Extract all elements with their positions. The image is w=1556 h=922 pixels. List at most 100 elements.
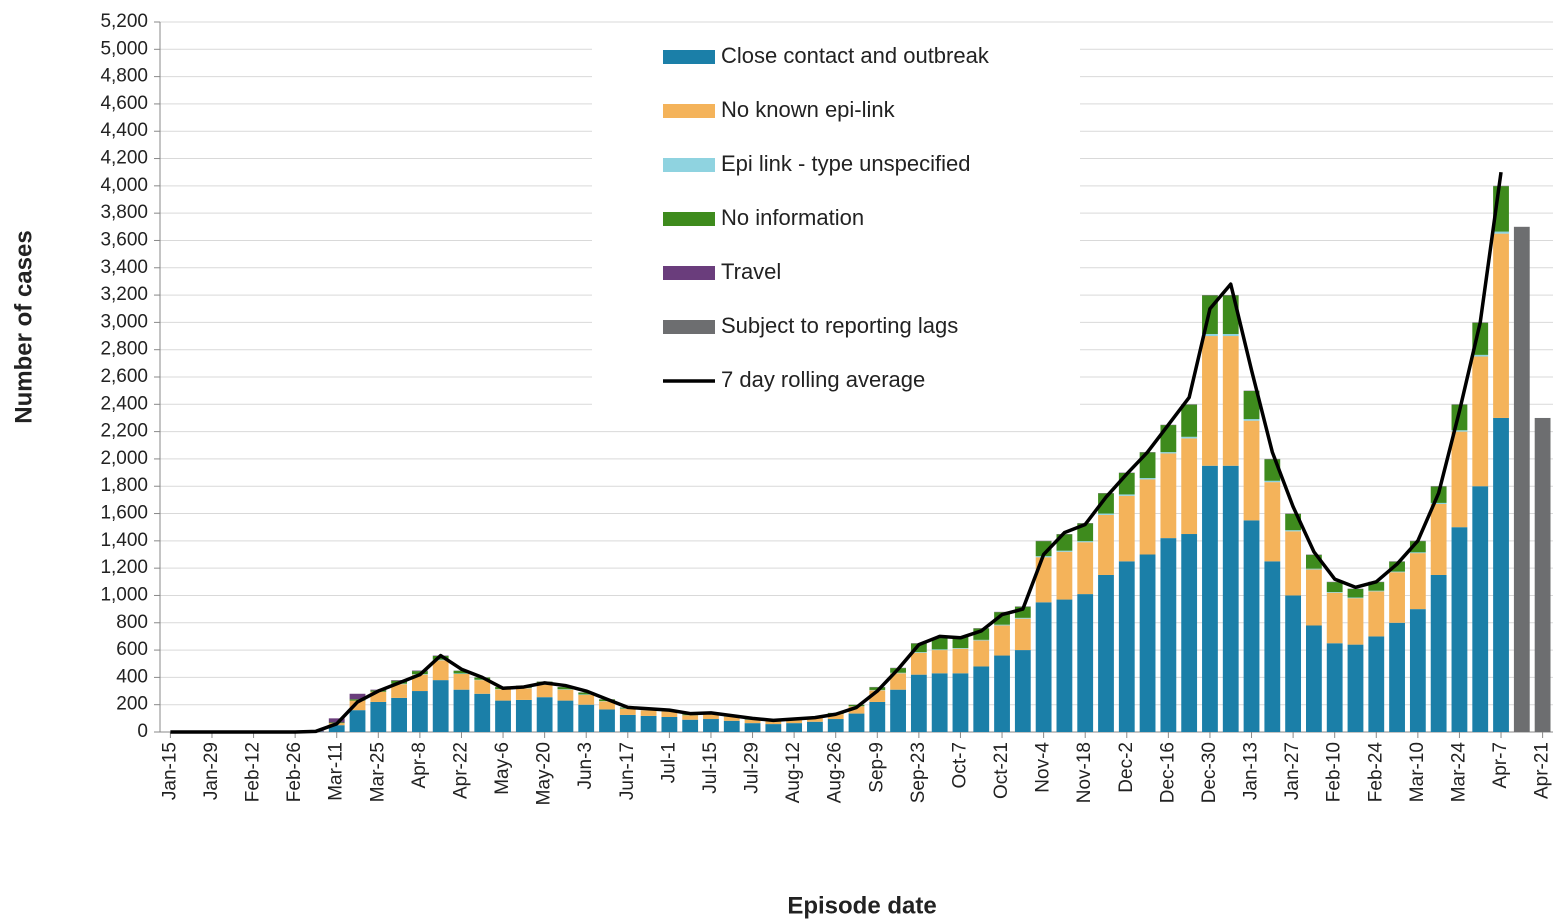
bar-segment xyxy=(1181,534,1198,732)
bar-segment xyxy=(1222,336,1239,466)
bar-segment xyxy=(1077,541,1094,543)
y-tick-label: 3,800 xyxy=(100,202,148,223)
bar-segment xyxy=(723,716,740,721)
bar-segment xyxy=(619,714,636,732)
bar-segment xyxy=(411,674,428,692)
x-tick-label: Apr-7 xyxy=(1490,742,1511,788)
x-tick-label: Jan-13 xyxy=(1241,742,1262,800)
bar-segment xyxy=(952,636,969,649)
bar-segment xyxy=(1139,452,1156,479)
bar-segment xyxy=(1181,436,1198,439)
bar-segment xyxy=(1409,552,1426,554)
y-tick-label: 2,200 xyxy=(100,421,148,442)
bar-segment xyxy=(1118,494,1135,496)
y-tick-label: 1,000 xyxy=(100,584,148,605)
bar-segment xyxy=(1139,479,1156,555)
bar-segment xyxy=(1118,495,1135,562)
bar-segment xyxy=(1513,226,1530,733)
bar-segment xyxy=(1098,574,1114,732)
bar-segment xyxy=(1264,482,1281,562)
x-tick-label: Jul-1 xyxy=(658,742,679,783)
bar-segment xyxy=(557,700,574,732)
legend-label: 7 day rolling average xyxy=(721,367,925,392)
bar-segment xyxy=(682,715,699,720)
bar-segment xyxy=(1014,617,1031,619)
bar-segment xyxy=(931,638,948,650)
bar-segment xyxy=(1306,569,1322,626)
bar-segment xyxy=(1222,465,1239,732)
bar-segment xyxy=(661,711,678,717)
y-tick-label: 200 xyxy=(116,694,148,715)
bar-segment xyxy=(1472,356,1489,487)
bar-segment xyxy=(536,697,553,732)
bar-segment xyxy=(910,674,927,732)
bar-segment xyxy=(931,650,948,674)
bar-segment xyxy=(1056,550,1073,552)
y-axis-title: Number of cases xyxy=(10,230,37,423)
x-tick-label: Jul-15 xyxy=(700,742,721,794)
bar-segment xyxy=(910,643,927,653)
x-tick-label: Jan-27 xyxy=(1282,742,1303,800)
x-tick-label: Mar-11 xyxy=(326,742,347,801)
bar-segment xyxy=(349,710,366,732)
y-tick-label: 4,200 xyxy=(100,148,148,169)
bar-segment xyxy=(1139,554,1156,732)
y-tick-label: 2,400 xyxy=(100,393,148,414)
bar-segment xyxy=(1451,431,1468,528)
bar-segment xyxy=(973,640,990,667)
y-tick-label: 2,600 xyxy=(100,366,148,387)
bar-segment xyxy=(1451,527,1468,732)
bar-segment xyxy=(1493,417,1509,732)
x-tick-label: Aug-26 xyxy=(825,742,846,803)
bar-segment xyxy=(744,719,761,724)
bar-segment xyxy=(1181,404,1198,437)
bar-segment xyxy=(349,699,366,701)
bar-segment xyxy=(1347,597,1364,599)
x-tick-label: Feb-26 xyxy=(284,742,305,802)
bar-segment xyxy=(1389,622,1405,732)
bar-segment xyxy=(536,684,553,698)
x-tick-label: Mar-25 xyxy=(367,742,388,802)
y-tick-label: 600 xyxy=(116,639,148,660)
bar-segment xyxy=(827,714,844,720)
bar-segment xyxy=(1409,541,1426,553)
y-tick-label: 3,200 xyxy=(100,284,148,305)
bar-segment xyxy=(765,721,782,725)
bar-segment xyxy=(328,718,345,723)
bar-segment xyxy=(1243,419,1260,421)
bar-segment xyxy=(1243,420,1260,521)
bar-segment xyxy=(703,714,719,720)
bar-segment xyxy=(1347,588,1364,598)
bar-segment xyxy=(952,673,969,732)
x-tick-label: Jul-29 xyxy=(742,742,763,794)
bar-segment xyxy=(869,701,886,732)
y-tick-label: 1,800 xyxy=(100,475,148,496)
bar-segment xyxy=(495,689,511,701)
x-tick-label: Apr-21 xyxy=(1532,742,1553,799)
y-tick-label: 2,800 xyxy=(100,339,148,360)
bar-segment xyxy=(1306,568,1322,570)
bar-segment xyxy=(1139,478,1156,480)
bar-segment xyxy=(391,684,407,698)
bar-segment xyxy=(453,670,470,674)
legend-swatch xyxy=(663,320,715,334)
bar-segment xyxy=(1326,592,1343,644)
bar-segment xyxy=(869,690,886,702)
bar-segment xyxy=(723,720,740,732)
bar-segment xyxy=(890,689,906,732)
bar-segment xyxy=(328,725,345,732)
bar-segment xyxy=(1014,606,1031,618)
legend-swatch xyxy=(663,104,715,118)
bar-segment xyxy=(973,639,990,641)
x-tick-label: Feb-10 xyxy=(1324,742,1345,802)
x-tick-label: Apr-22 xyxy=(450,742,471,799)
y-tick-label: 3,400 xyxy=(100,257,148,278)
legend-label: Travel xyxy=(721,259,781,284)
bar-segment xyxy=(1264,561,1281,732)
bar-segment xyxy=(432,660,449,681)
y-tick-label: 4,600 xyxy=(100,93,148,114)
bar-segment xyxy=(1098,493,1114,514)
bar-segment xyxy=(1389,561,1405,572)
legend-label: Close contact and outbreak xyxy=(721,43,990,68)
